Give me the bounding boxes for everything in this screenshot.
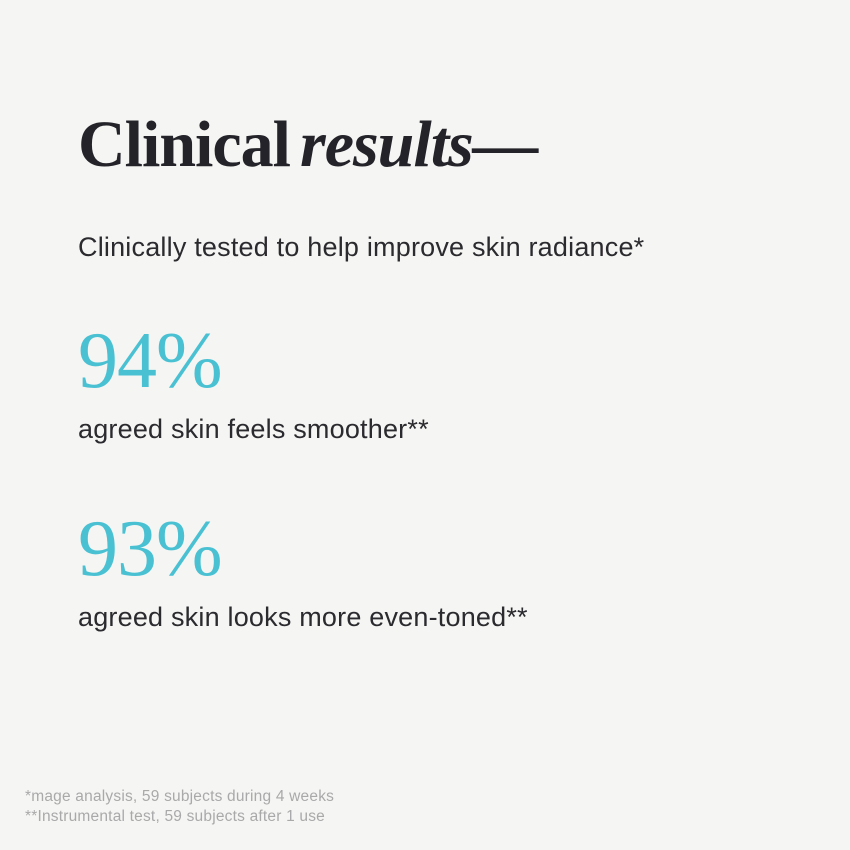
footnote-image-analysis: *mage analysis, 59 subjects during 4 wee…	[25, 788, 335, 805]
stat-label-smoother: agreed skin feels smoother**	[78, 414, 429, 444]
stat-value-even-toned: 93%	[78, 505, 223, 593]
page-title-italic: results—	[300, 108, 539, 182]
stat-value-smoother: 94%	[78, 317, 223, 405]
stat-block-smoother: 94% agreed skin feels smoother**	[78, 317, 429, 445]
page-title-regular: Clinical	[78, 108, 291, 182]
stat-label-even-toned: agreed skin looks more even-toned**	[78, 602, 528, 632]
subtitle-claim: Clinically tested to help improve skin r…	[78, 232, 645, 262]
footnote-instrumental-test: **Instrumental test, 59 subjects after 1…	[25, 808, 326, 826]
page-title: Clinical results—	[78, 112, 539, 178]
footnotes: *mage analysis, 59 subjects during 4 wee…	[25, 787, 334, 827]
stat-block-even-toned: 93% agreed skin looks more even-toned**	[78, 505, 528, 633]
